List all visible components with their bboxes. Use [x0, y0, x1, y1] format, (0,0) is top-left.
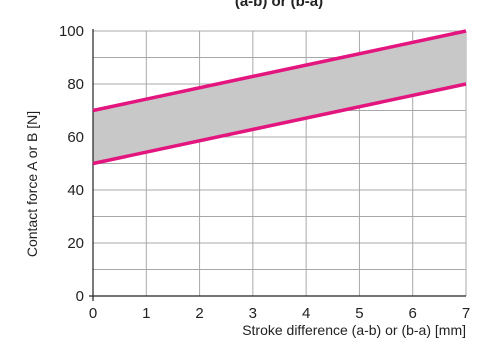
x-tick-label: 1	[142, 305, 150, 322]
x-tick-label: 7	[462, 305, 470, 322]
x-tick-label: 0	[89, 305, 97, 322]
y-tick-label: 60	[67, 129, 84, 146]
y-axis-label: Contact force A or B [N]	[24, 111, 40, 257]
y-tick-label: 20	[67, 235, 84, 252]
force-band	[93, 31, 466, 164]
tick-labels: 0 1 2 3 4 5 6 7 0 20 40 60 80 100	[59, 23, 470, 322]
series-lines	[92, 29, 467, 166]
x-tick-label: 6	[409, 305, 417, 322]
x-tick-label: 5	[355, 305, 363, 322]
x-axis-label: Stroke difference (a-b) or (b-a) [mm]	[242, 322, 466, 338]
y-tick-label: 80	[67, 76, 84, 93]
upper-limit-line	[92, 29, 467, 113]
band-layer	[93, 31, 466, 164]
lower-limit-line	[92, 82, 467, 166]
y-tick-label: 40	[67, 182, 84, 199]
x-tick-label: 4	[302, 305, 310, 322]
y-tick-label: 100	[59, 23, 84, 40]
x-tick-label: 2	[195, 305, 203, 322]
y-tick-label: 0	[76, 288, 84, 305]
chart-title: (a-b) or (b-a)	[235, 0, 323, 10]
x-tick-label: 3	[249, 305, 257, 322]
